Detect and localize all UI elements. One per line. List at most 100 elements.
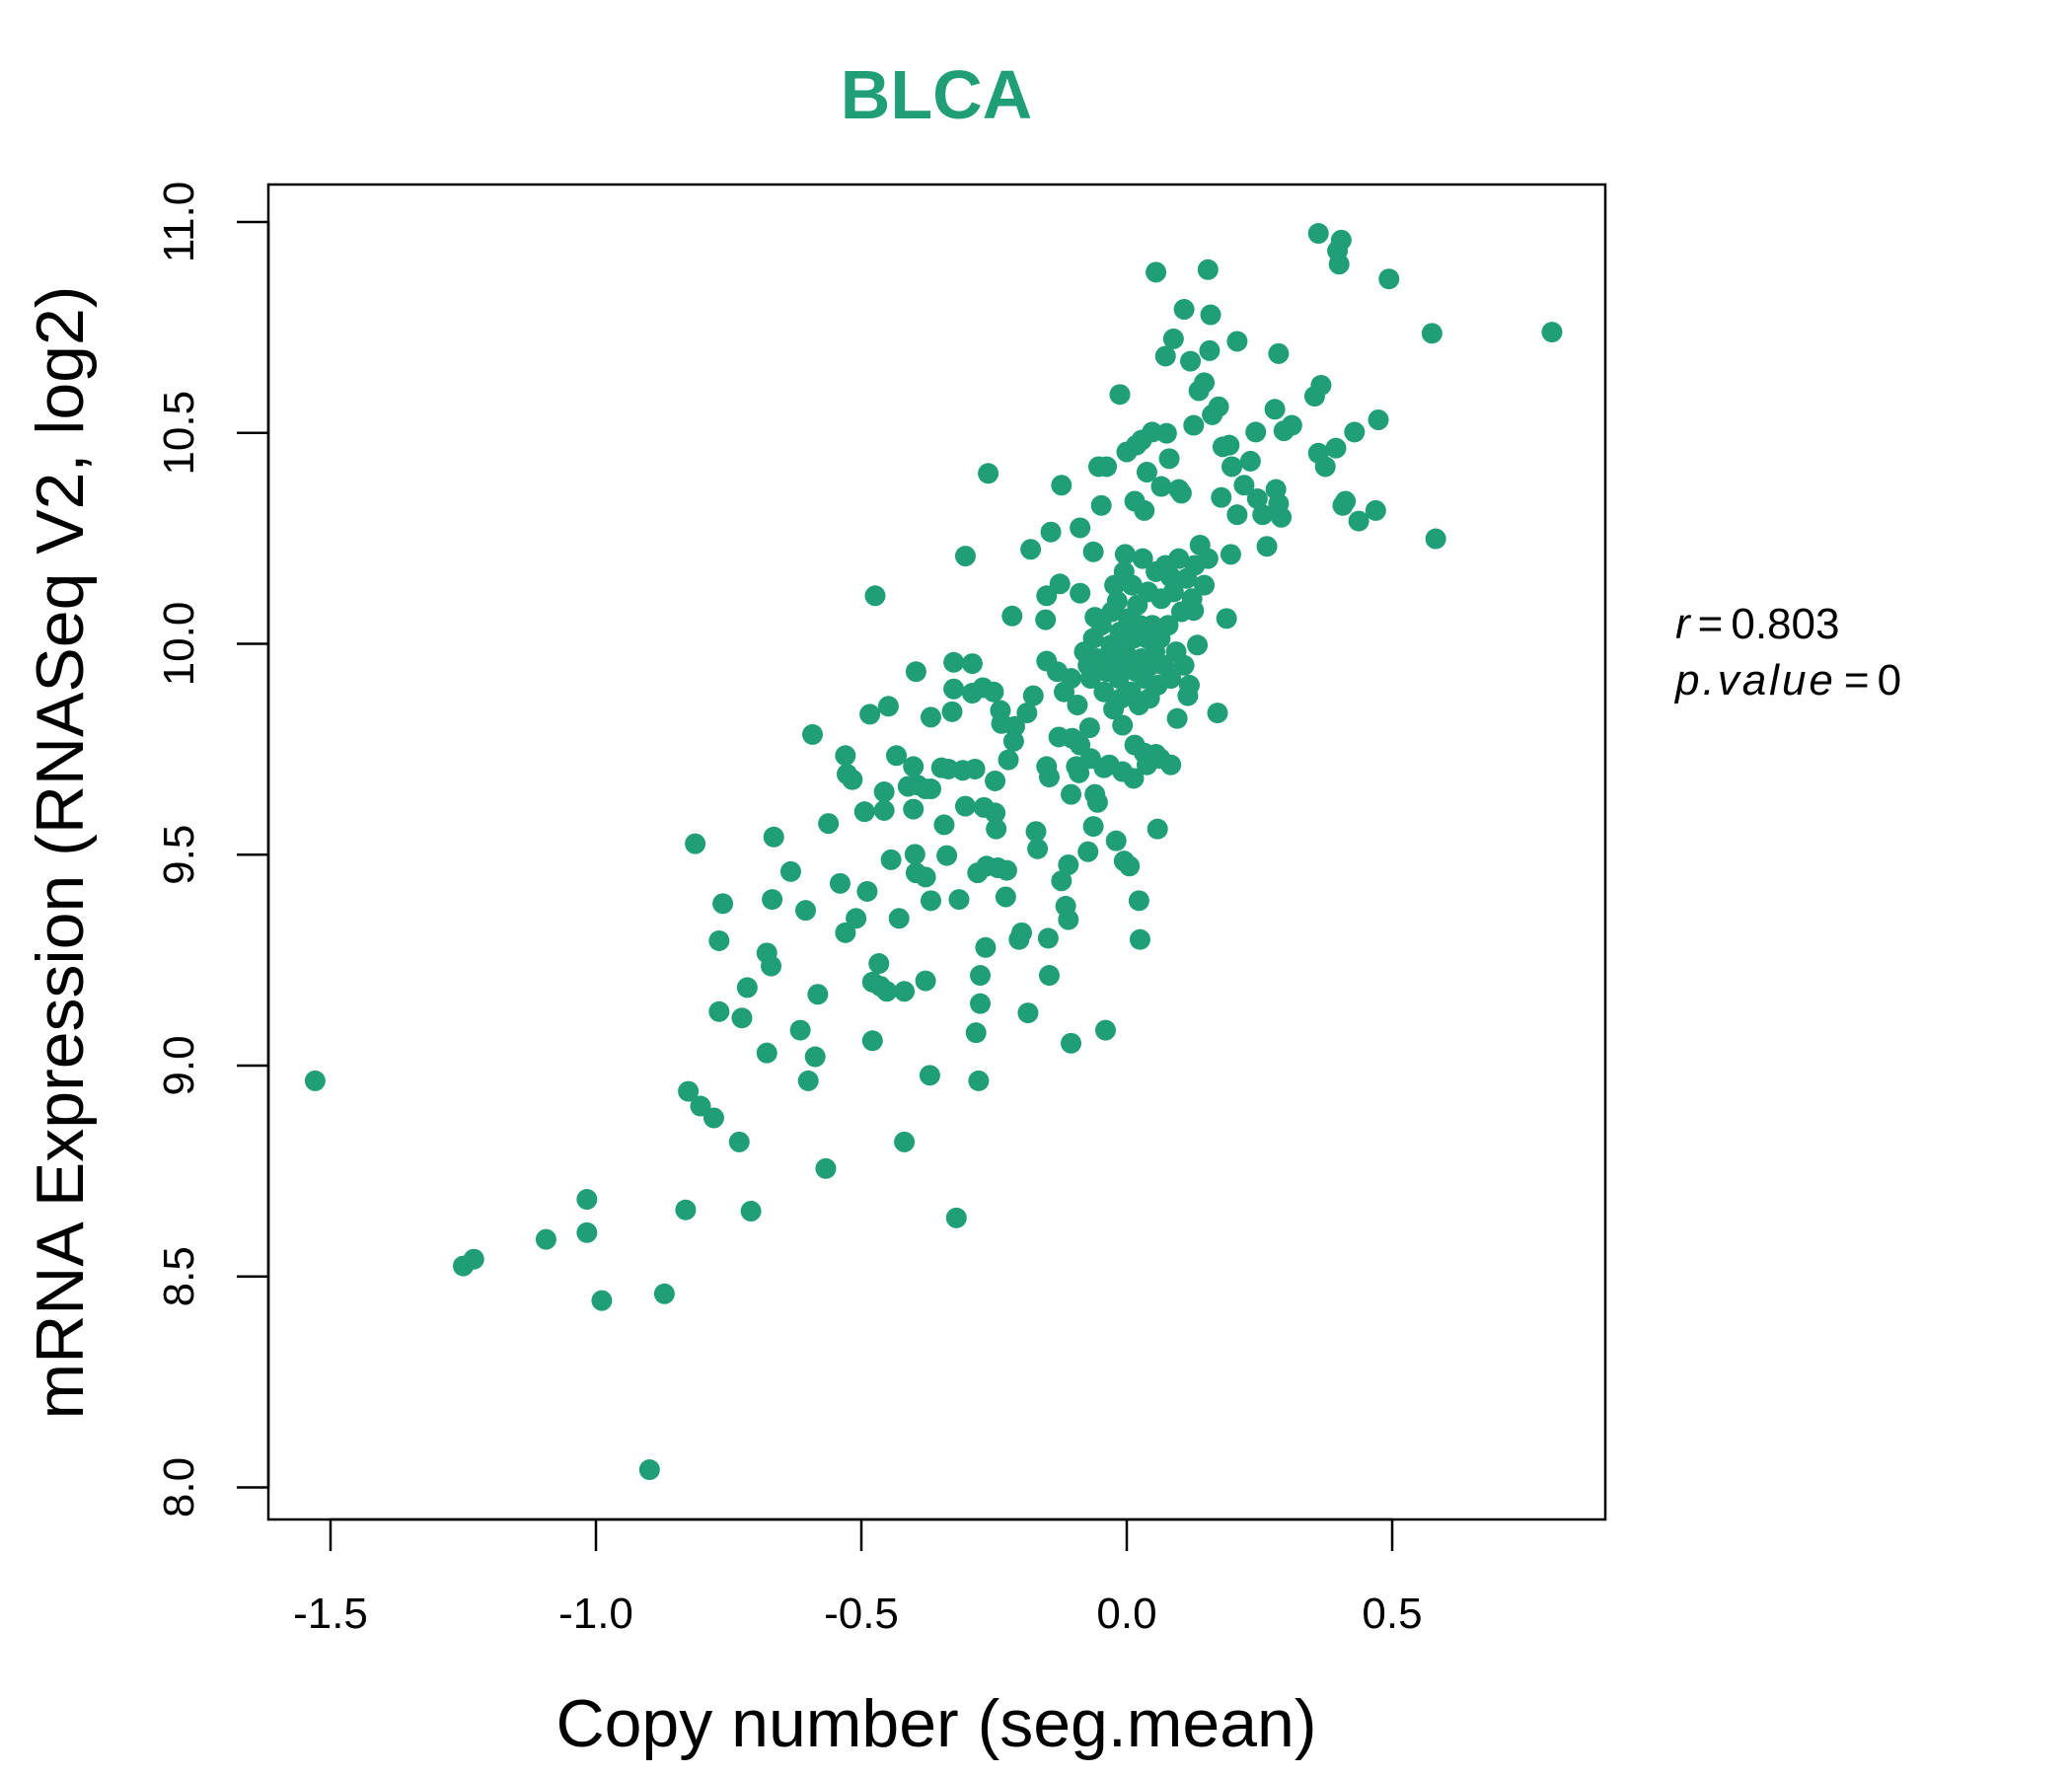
data-point [736,977,758,999]
data-point [894,981,916,1002]
data-point [1051,475,1073,496]
data-point [731,1007,753,1029]
data-point [1246,487,1268,509]
data-point [1094,1019,1116,1041]
data-point [1252,504,1274,526]
y-tick-label: 9.5 [155,825,203,885]
data-point [873,799,895,821]
data-point [1187,634,1209,656]
data-point [1541,322,1563,343]
data-point [835,922,856,943]
data-point [1058,854,1079,876]
data-point [653,1283,675,1304]
data-point [1114,544,1136,565]
data-point [728,1131,750,1152]
data-point [933,814,955,836]
data-point [304,1070,326,1091]
data-point [1208,396,1229,417]
data-point [877,696,899,717]
data-point [888,908,910,929]
data-point [1378,268,1400,290]
data-point [1178,674,1200,696]
data-point [1146,261,1167,283]
data-point [1096,456,1118,478]
p-equals: = [1844,656,1870,704]
data-point [1344,421,1366,443]
data-point [1022,685,1044,706]
data-point [1124,734,1146,756]
data-point [1078,717,1100,739]
data-point [1365,499,1386,521]
data-point [1314,456,1336,478]
data-point [1194,574,1216,596]
data-point [685,833,706,854]
data-point [919,1065,940,1086]
data-point [818,813,840,835]
data-point [876,981,898,1002]
data-point [859,703,881,725]
data-point [762,889,783,911]
data-point [1216,608,1237,629]
svg-text:p.value=0: p.value = 0 [1673,656,1901,704]
data-point [904,844,925,865]
data-point [1245,421,1267,443]
data-point [964,758,986,779]
data-point [463,1248,484,1270]
data-point [965,1022,987,1044]
data-point [920,778,941,800]
y-tick-label: 10.5 [155,391,203,476]
y-tick-label: 11.0 [155,182,203,262]
data-point [856,880,878,902]
data-point [1038,965,1060,987]
data-point [905,661,926,683]
x-tick-label: -1.0 [558,1590,633,1638]
data-point [943,678,965,700]
data-point [1233,475,1255,496]
y-tick-label: 8.5 [155,1246,203,1306]
data-point [1061,783,1082,805]
data-point [1425,528,1446,550]
data-point [708,1000,730,1022]
y-tick-label: 10.0 [155,602,203,687]
data-point [678,1080,700,1102]
data-point [1197,259,1219,280]
data-point [1307,223,1329,245]
data-point [948,889,970,911]
data-point [998,749,1019,771]
p-label: p.value [1673,656,1836,704]
data-point [915,866,936,888]
data-point [1162,581,1184,603]
data-point [1226,331,1248,352]
data-point [880,849,902,870]
data-point [978,463,999,484]
data-point [954,795,976,817]
data-point [1132,548,1153,569]
data-point [535,1228,556,1250]
data-point [936,845,958,866]
r-equals: = [1698,600,1724,648]
data-point [920,890,941,912]
x-tick-label: -1.5 [293,1590,368,1638]
data-point [1051,870,1073,892]
data-point [873,781,895,803]
data-point [835,745,856,767]
data-point [1157,615,1179,636]
data-point [894,1131,916,1152]
data-point [1194,372,1216,394]
data-point [1154,345,1176,367]
data-point [1211,486,1232,508]
data-point [675,1199,697,1221]
data-point [1038,767,1060,788]
data-point [1090,494,1112,516]
data-point [1109,384,1131,406]
data-point [886,745,908,767]
data-point [941,701,963,722]
data-point [1079,748,1101,770]
data-point [1069,762,1090,783]
data-point [712,893,734,915]
data-point [756,1042,777,1064]
data-point [864,585,886,607]
data-point [1197,548,1219,569]
x-tick-label: 0.5 [1362,1590,1422,1638]
data-point [1207,703,1228,724]
